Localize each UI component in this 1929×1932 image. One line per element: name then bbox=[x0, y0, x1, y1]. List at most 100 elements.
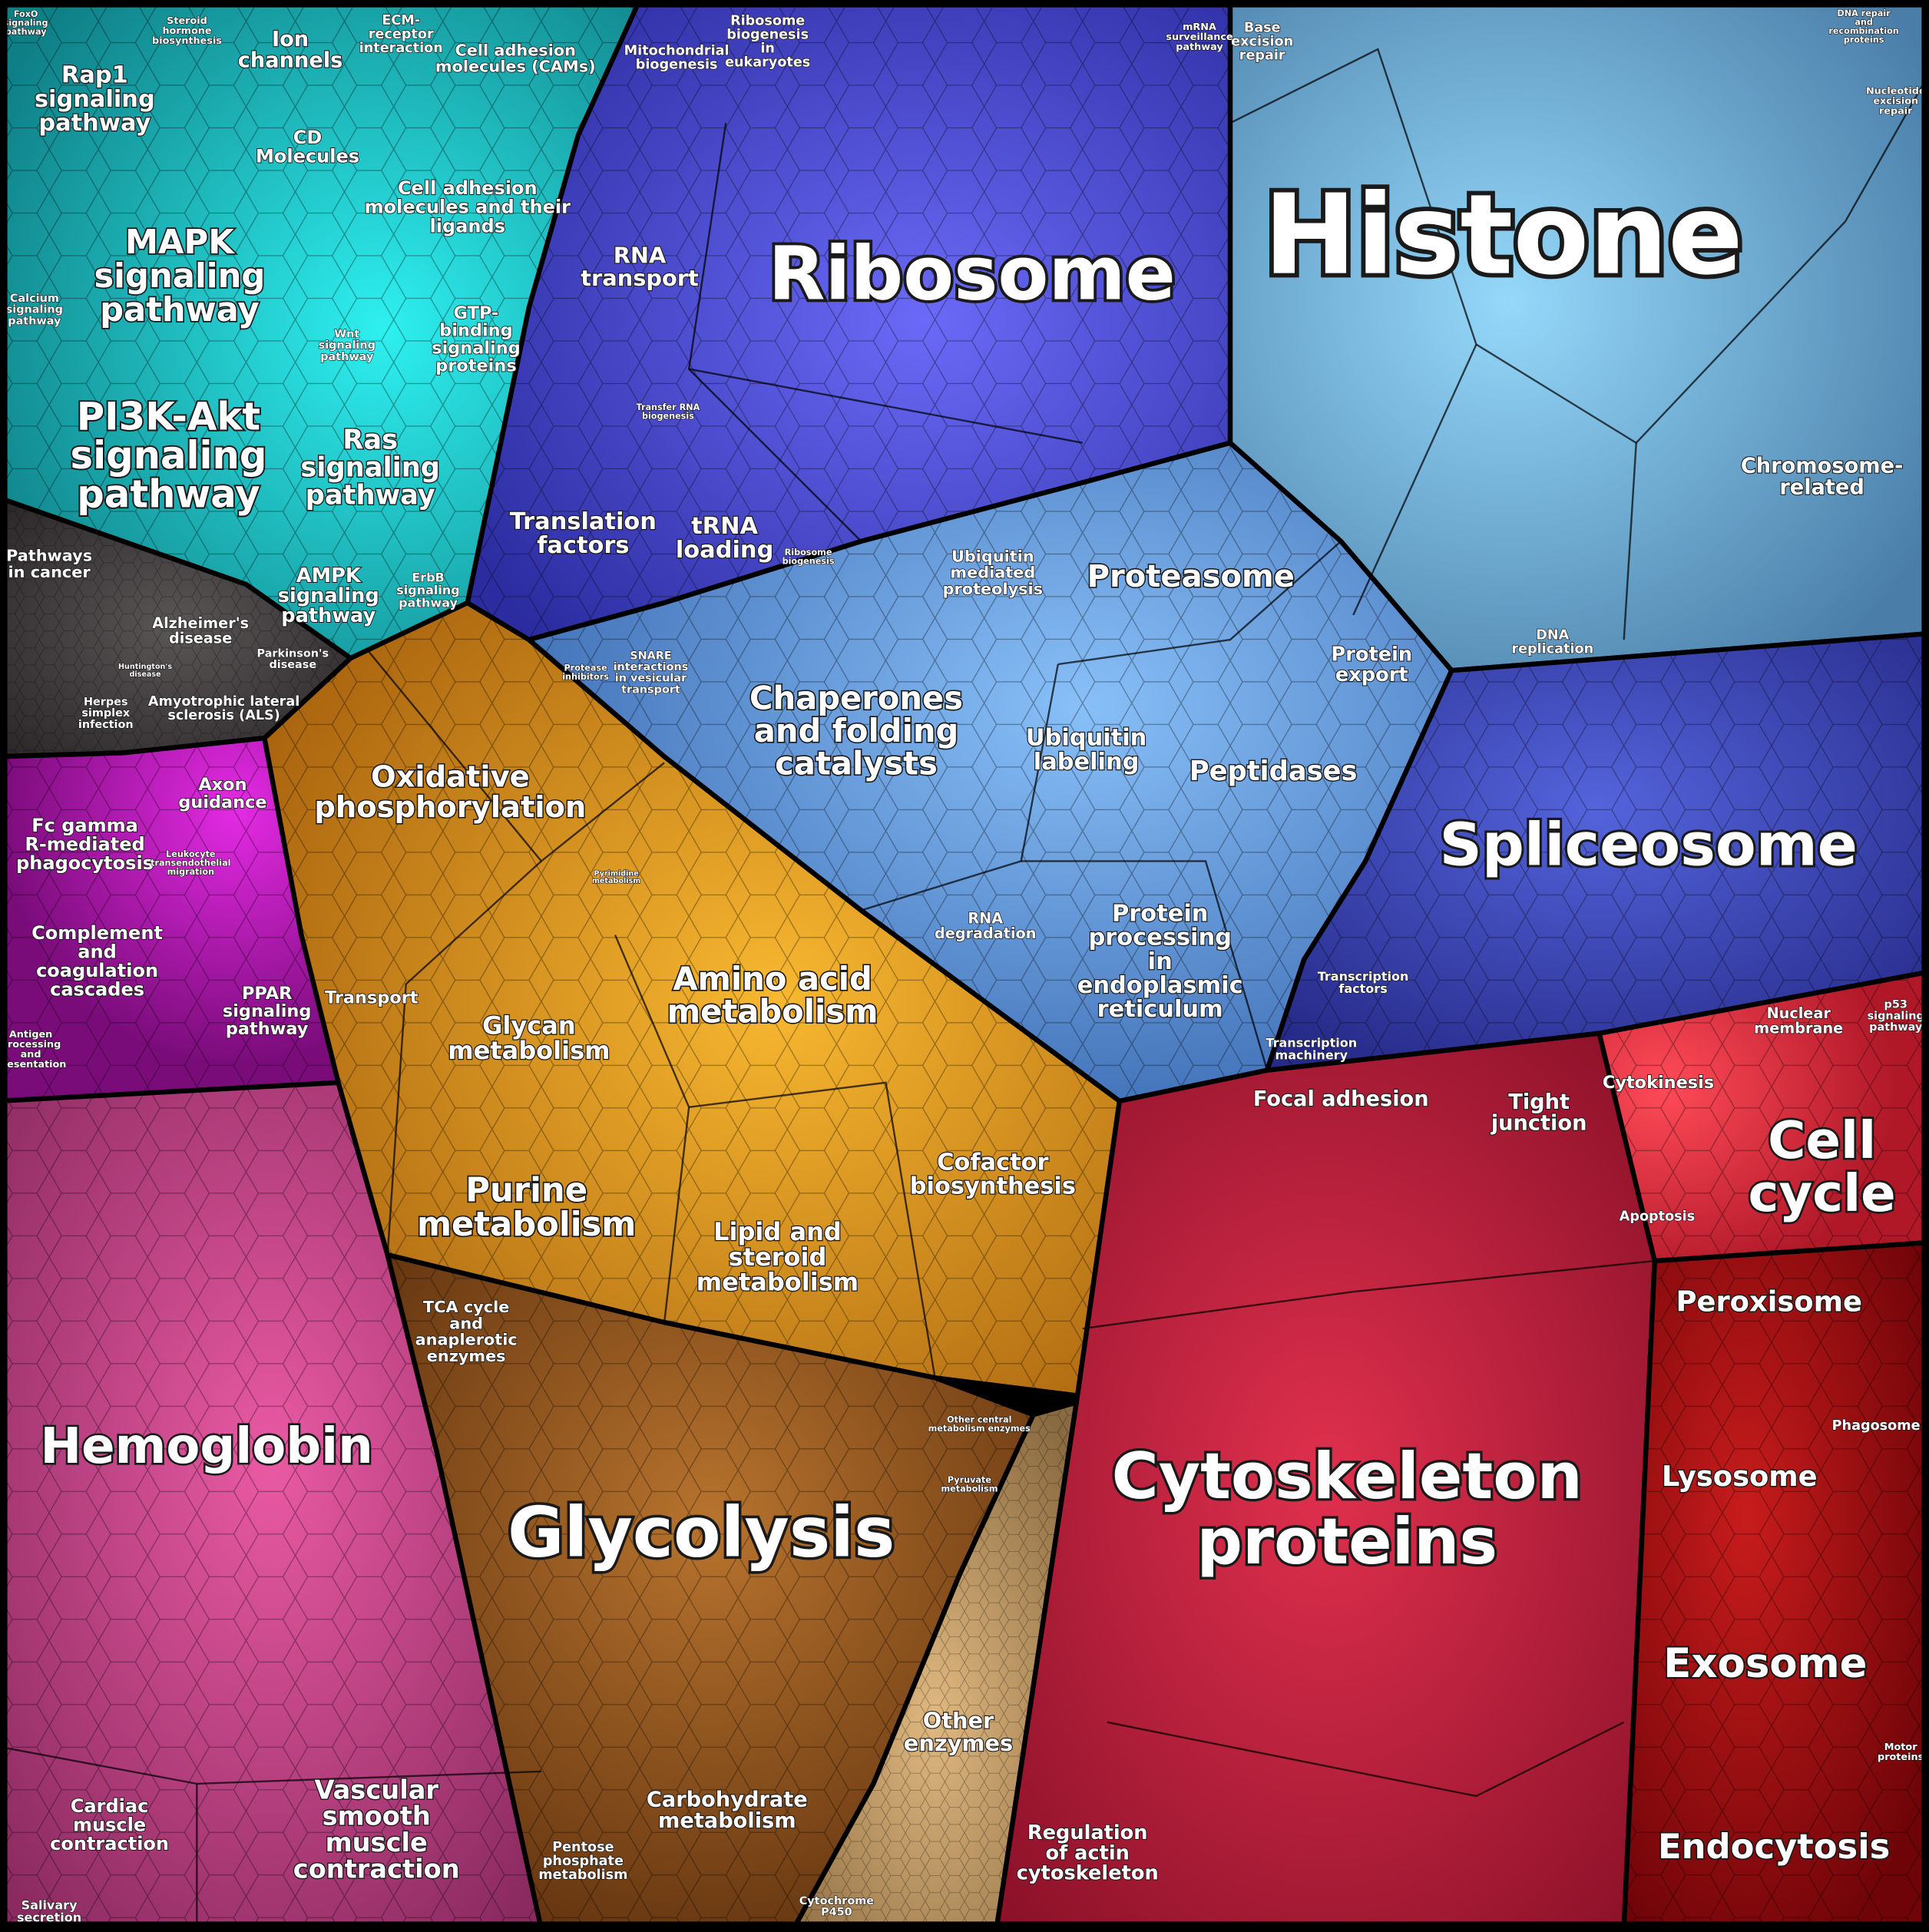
region-label: Calcium signaling pathway bbox=[6, 293, 63, 327]
label-line: Vascular bbox=[314, 1775, 438, 1805]
label-line: Nuclear bbox=[1767, 1004, 1831, 1021]
label-line: Wnt bbox=[334, 328, 359, 340]
label-line: Translation bbox=[510, 508, 657, 534]
label-line: secretion bbox=[17, 1910, 81, 1924]
label-line: Ribosome bbox=[730, 14, 805, 29]
label-line: and bbox=[78, 941, 116, 963]
label-line: Steroid bbox=[167, 15, 207, 26]
label-line: RNA bbox=[614, 243, 667, 269]
label-line: muscle bbox=[73, 1814, 146, 1835]
label-line: metabolism bbox=[941, 1484, 998, 1494]
label-line: signaling bbox=[35, 85, 155, 112]
label-line: metabolism bbox=[417, 1205, 636, 1243]
label-line: ligands bbox=[430, 215, 505, 237]
ribosome-cells bbox=[467, 0, 1231, 640]
region-label: Cell adhesion molecules (CAMs) bbox=[435, 41, 596, 75]
label-line: phagocytosis bbox=[16, 852, 154, 874]
label-line: cytoskeleton bbox=[1017, 1861, 1159, 1884]
hemoglobin-cells bbox=[0, 1082, 541, 1929]
label-line: pathway bbox=[320, 351, 374, 363]
label-line: Peptidases bbox=[1189, 756, 1358, 787]
label-line: Cardiac bbox=[71, 1795, 149, 1817]
spliceosome-cells bbox=[1267, 634, 1929, 1070]
label-line: PI3K-Akt bbox=[77, 394, 260, 438]
label-line: Ubiquitin bbox=[1026, 724, 1146, 751]
subdivision bbox=[688, 368, 1084, 444]
label-line: GTP- bbox=[454, 303, 499, 323]
label-line: receptor bbox=[369, 27, 434, 42]
label-line: DNA repair bbox=[1837, 8, 1891, 18]
label-line: Apoptosis bbox=[1620, 1209, 1695, 1224]
region-label: Ion channels bbox=[238, 27, 343, 72]
region-label: Mitochondrial biogenesis bbox=[624, 43, 730, 72]
vesicles-border bbox=[1621, 1239, 1929, 1932]
label-line: disease bbox=[129, 670, 161, 679]
label-line: Protease bbox=[564, 663, 607, 673]
label-line: Pyrimidine bbox=[594, 869, 639, 878]
region-label: Endocytosis bbox=[1658, 1826, 1890, 1867]
region-label: Fc gamma R-mediated phagocytosis bbox=[16, 815, 154, 874]
region-label: TCA cycle and anaplerotic enzymes bbox=[415, 1298, 518, 1365]
label-line: Protein bbox=[1112, 900, 1208, 927]
label-line: Antigen bbox=[9, 1028, 52, 1040]
label-line: Complement bbox=[31, 922, 163, 944]
region-label: Wnt signaling pathway bbox=[319, 328, 376, 362]
label-line: Hemoglobin bbox=[41, 1418, 373, 1475]
label-line: signaling bbox=[6, 304, 63, 316]
region-label: Herpes simplex infection bbox=[78, 696, 134, 730]
region-label: Ubiquitin mediated proteolysis bbox=[943, 547, 1043, 597]
region-label: RNA degradation bbox=[935, 909, 1036, 942]
label-line: pathway bbox=[306, 479, 435, 511]
label-line: Carbohydrate bbox=[647, 1788, 808, 1811]
label-line: biogenesis bbox=[636, 57, 718, 72]
region-label: SNARE interactions in vesicular transport bbox=[614, 650, 689, 696]
label-line: Proteasome bbox=[1087, 559, 1295, 594]
label-line: and bbox=[1855, 18, 1873, 28]
region-label: DNA repair and recombination proteins bbox=[1828, 8, 1898, 45]
label-line: P450 bbox=[821, 1907, 852, 1919]
label-line: mediated bbox=[950, 564, 1035, 582]
label-line: Parkinson's bbox=[257, 647, 329, 660]
label-line: Pathways bbox=[6, 547, 92, 565]
region-label: Steroid hormone biosynthesis bbox=[152, 15, 222, 46]
label-line: Cytokinesis bbox=[1603, 1072, 1714, 1092]
label-line: infection bbox=[78, 719, 134, 731]
region-label: Axon guidance bbox=[178, 774, 266, 812]
region-label: Cytokinesis bbox=[1603, 1072, 1714, 1092]
label-line: RNA bbox=[968, 909, 1003, 927]
label-line: metabolism bbox=[658, 1809, 796, 1833]
label-line: transport bbox=[621, 683, 680, 696]
label-line: p53 bbox=[1884, 999, 1907, 1011]
label-line: Ribosome bbox=[785, 548, 832, 557]
label-line: Amyotrophic lateral bbox=[148, 694, 299, 710]
region-label: Other central metabolism enzymes bbox=[928, 1414, 1031, 1433]
label-line: Base bbox=[1244, 20, 1281, 35]
label-line: ECM- bbox=[382, 13, 420, 28]
region-label: Translation factors bbox=[510, 508, 657, 558]
label-line: cascades bbox=[50, 979, 144, 1001]
label-line: MAPK bbox=[125, 223, 235, 261]
region-label: Chromosome-related bbox=[1741, 454, 1904, 499]
label-line: FoxO bbox=[14, 9, 38, 19]
label-line: repair bbox=[1239, 48, 1285, 63]
region-label: Lysosome bbox=[1662, 1460, 1818, 1493]
region-label: Phagosome bbox=[1832, 1418, 1921, 1434]
label-line: Transcription bbox=[1318, 968, 1409, 983]
label-line: machinery bbox=[1276, 1047, 1348, 1062]
label-line: migration bbox=[167, 867, 215, 877]
label-line: metabolism enzymes bbox=[928, 1424, 1031, 1434]
label-line: Tight bbox=[1508, 1090, 1570, 1113]
region-label: Ribosome biogenesis bbox=[783, 548, 835, 566]
region-label: Spliceosome bbox=[1440, 811, 1858, 879]
region-label: Cytoskeleton proteins bbox=[1112, 1439, 1583, 1579]
region-label: Glycan metabolism bbox=[448, 1011, 610, 1065]
label-line: replication bbox=[1511, 641, 1593, 657]
subdivision bbox=[688, 1081, 936, 1378]
label-line: coagulation bbox=[36, 960, 158, 981]
region-label: Parkinson's disease bbox=[257, 647, 329, 671]
label-line: proteins bbox=[1844, 35, 1884, 45]
label-line: mRNA bbox=[1183, 21, 1216, 32]
